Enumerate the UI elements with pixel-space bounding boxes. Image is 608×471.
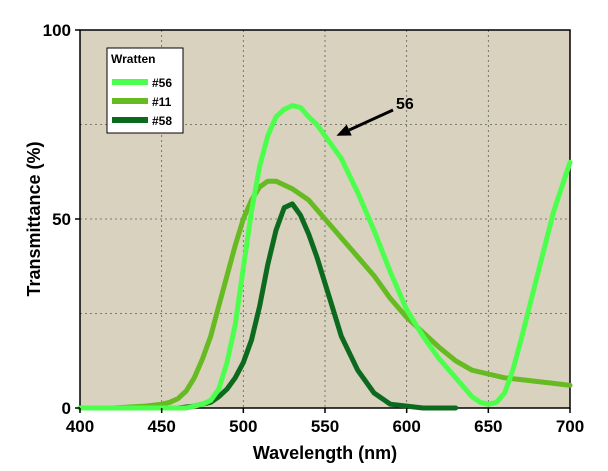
annotation-arrow-head [336, 124, 352, 136]
grid [80, 30, 570, 408]
y-axis-title: Transmittance (%) [24, 141, 44, 296]
ticks: 400 450 500 550 600 650 700 0 50 100 [43, 21, 585, 436]
annotation-label: 56 [396, 96, 414, 113]
legend-label: #56 [152, 76, 172, 90]
x-tick-label: 600 [392, 417, 420, 436]
legend-items: #56 #11 #58 [112, 76, 172, 128]
legend: Wratten #56 #11 #58 [106, 47, 184, 134]
annotation-arrow-shaft [348, 108, 394, 132]
x-tick-label: 700 [556, 417, 584, 436]
legend-label: #11 [152, 95, 172, 109]
series-line-11 [77, 178, 573, 411]
legend-label: #58 [152, 114, 172, 128]
annotation: 56 [336, 96, 414, 136]
x-tick-label: 500 [229, 417, 257, 436]
x-axis-title: Wavelength (nm) [253, 443, 397, 463]
x-tick-label: 400 [66, 417, 94, 436]
y-tick-label: 100 [43, 21, 71, 40]
x-tick-label: 550 [311, 417, 339, 436]
y-tick-label: 50 [52, 210, 71, 229]
x-tick-label: 450 [147, 417, 175, 436]
y-tick-label: 0 [62, 399, 71, 418]
x-tick-label: 650 [474, 417, 502, 436]
series-layer [77, 103, 573, 411]
legend-title: Wratten [111, 52, 155, 66]
series-line-56 [77, 103, 573, 411]
